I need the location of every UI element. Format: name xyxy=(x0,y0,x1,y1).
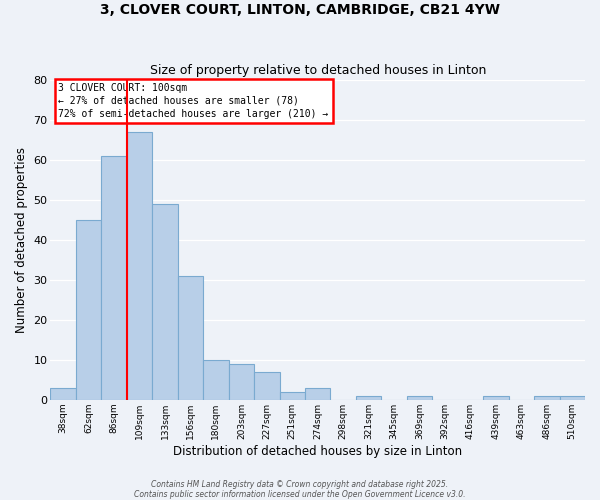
Bar xyxy=(280,392,305,400)
Bar xyxy=(483,396,509,400)
Bar xyxy=(254,372,280,400)
Text: 3, CLOVER COURT, LINTON, CAMBRIDGE, CB21 4YW: 3, CLOVER COURT, LINTON, CAMBRIDGE, CB21… xyxy=(100,2,500,16)
Text: Contains HM Land Registry data © Crown copyright and database right 2025.
Contai: Contains HM Land Registry data © Crown c… xyxy=(134,480,466,499)
Bar xyxy=(560,396,585,400)
Bar xyxy=(76,220,101,400)
Text: 3 CLOVER COURT: 100sqm
← 27% of detached houses are smaller (78)
72% of semi-det: 3 CLOVER COURT: 100sqm ← 27% of detached… xyxy=(58,83,329,119)
Bar xyxy=(534,396,560,400)
Bar xyxy=(101,156,127,400)
Bar xyxy=(127,132,152,400)
Bar xyxy=(356,396,382,400)
Title: Size of property relative to detached houses in Linton: Size of property relative to detached ho… xyxy=(149,64,486,77)
Y-axis label: Number of detached properties: Number of detached properties xyxy=(15,146,28,332)
Bar xyxy=(203,360,229,400)
Bar xyxy=(152,204,178,400)
Bar xyxy=(305,388,331,400)
Bar xyxy=(229,364,254,400)
Bar xyxy=(50,388,76,400)
Bar xyxy=(407,396,432,400)
Bar xyxy=(178,276,203,400)
X-axis label: Distribution of detached houses by size in Linton: Distribution of detached houses by size … xyxy=(173,444,462,458)
